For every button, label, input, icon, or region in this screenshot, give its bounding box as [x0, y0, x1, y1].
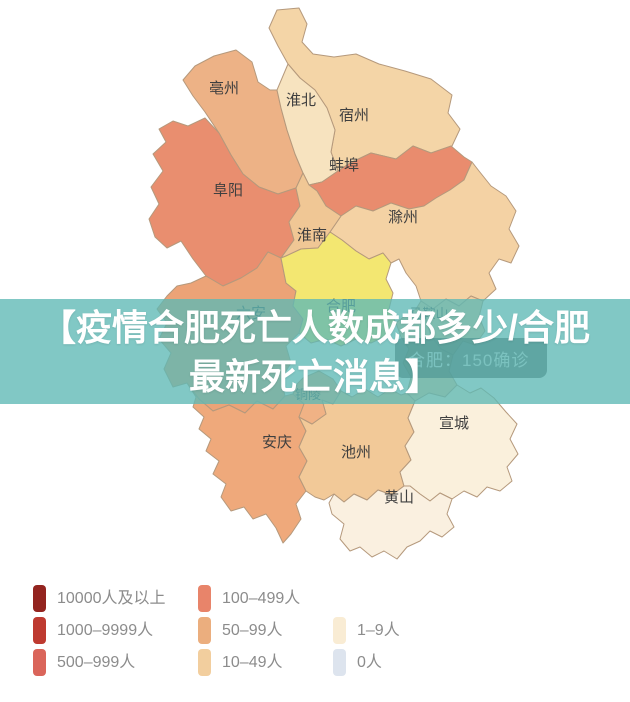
- legend-label: 50–99人: [222, 622, 283, 639]
- legend-swatch-500-999: [33, 649, 46, 676]
- legend-swatch-1000-9999: [33, 617, 46, 644]
- label-xuancheng: 宣城: [439, 415, 469, 432]
- legend-item: 1–9人: [333, 617, 400, 644]
- label-suzhou: 宿州: [339, 107, 369, 124]
- label-huaibei: 淮北: [286, 92, 316, 109]
- legend-item: 1000–9999人: [33, 617, 198, 644]
- legend-swatch-1-9: [333, 617, 346, 644]
- legend-item: 500–999人: [33, 649, 198, 676]
- label-fuyang: 阜阳: [213, 182, 243, 199]
- region-huangshan[interactable]: [328, 485, 455, 560]
- label-huainan: 淮南: [297, 227, 327, 244]
- legend-swatch-100-499: [198, 585, 211, 612]
- legend-swatch-10000plus: [33, 585, 46, 612]
- label-huangshan: 黄山: [384, 489, 414, 506]
- legend-label: 500–999人: [57, 654, 136, 671]
- legend-column-3: 1–9人 0人: [333, 617, 400, 681]
- legend-label: 10–49人: [222, 654, 283, 671]
- legend-label: 10000人及以上: [57, 590, 166, 607]
- banner-title-line1: 【疫情合肥死亡人数成都多少/合肥: [39, 306, 590, 348]
- legend-swatch-0: [333, 649, 346, 676]
- legend-label: 100–499人: [222, 590, 301, 607]
- label-chizhou: 池州: [341, 444, 371, 461]
- legend-label: 0人: [357, 654, 382, 671]
- title-overlay-banner: 【疫情合肥死亡人数成都多少/合肥 最新死亡消息】: [0, 299, 630, 404]
- legend-column-1: 10000人及以上 1000–9999人 500–999人: [33, 585, 198, 681]
- legend-item: 0人: [333, 649, 400, 676]
- label-bengbu: 蚌埠: [329, 156, 359, 174]
- label-chuzhou: 滁州: [388, 209, 418, 226]
- label-bozhou: 亳州: [209, 79, 239, 97]
- legend-swatch-10-49: [198, 649, 211, 676]
- legend-label: 1–9人: [357, 622, 400, 639]
- legend-column-2: 100–499人 50–99人 10–49人: [198, 585, 333, 681]
- legend-label: 1000–9999人: [57, 622, 154, 639]
- legend-swatch-50-99: [198, 617, 211, 644]
- legend-item: 100–499人: [198, 585, 333, 612]
- label-anqing: 安庆: [262, 434, 292, 451]
- region-chuzhou[interactable]: [329, 161, 520, 310]
- banner-title-line2: 最新死亡消息】: [188, 355, 441, 397]
- region-anqing[interactable]: [186, 382, 308, 544]
- legend-item: 10–49人: [198, 649, 333, 676]
- legend-item: 50–99人: [198, 617, 333, 644]
- case-count-legend: 10000人及以上 1000–9999人 500–999人 100–499人 5…: [33, 585, 400, 681]
- legend-item: 10000人及以上: [33, 585, 198, 612]
